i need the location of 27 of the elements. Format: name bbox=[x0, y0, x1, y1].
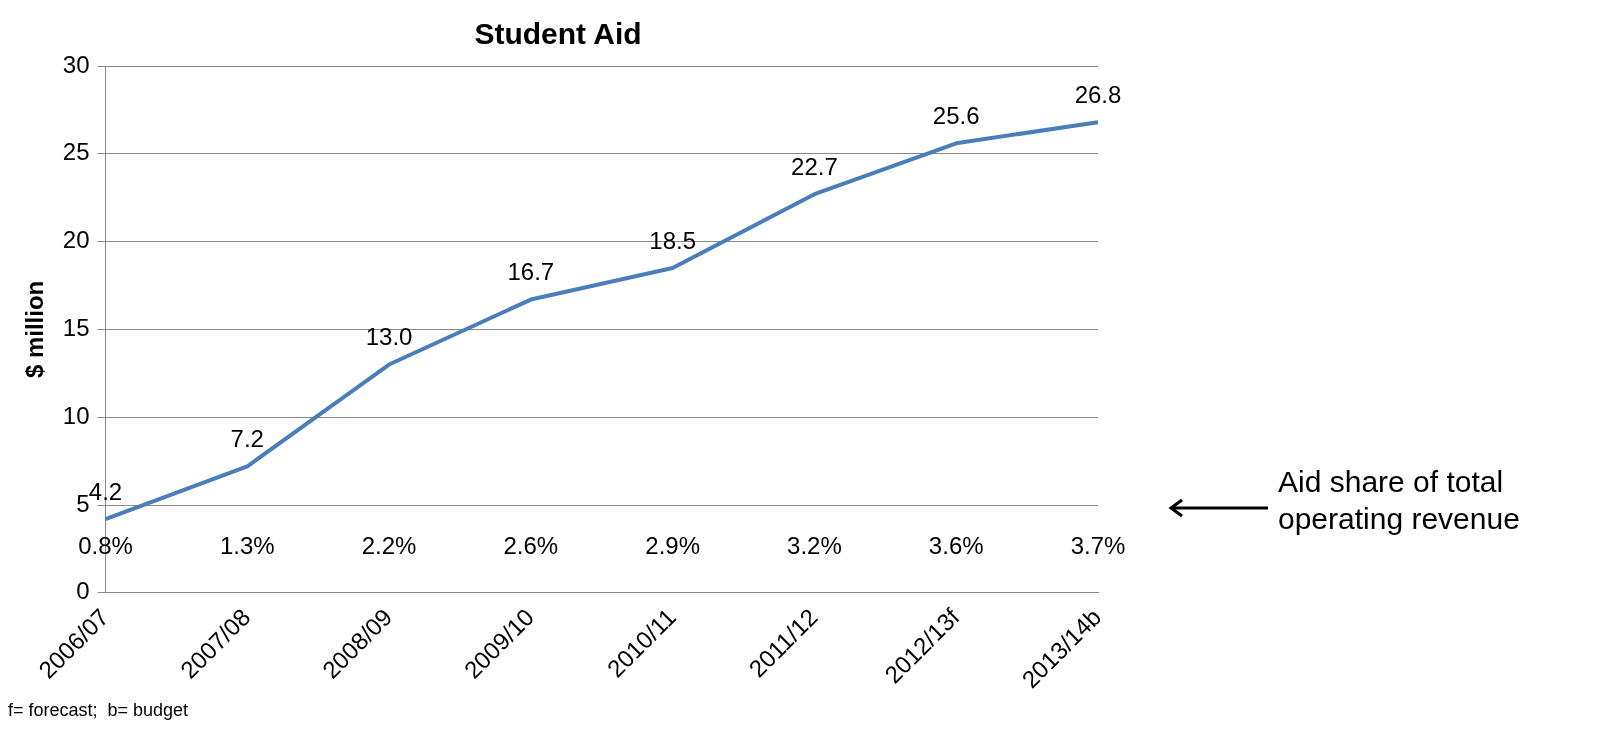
y-tick-label: 20 bbox=[62, 226, 90, 254]
data-label: 25.6 bbox=[932, 101, 980, 129]
chart-title: Student Aid bbox=[474, 17, 642, 51]
data-label: 4.2 bbox=[88, 477, 123, 505]
data-label: 13.0 bbox=[365, 323, 413, 351]
y-tick-label: 30 bbox=[62, 50, 90, 78]
y-tick-label: 25 bbox=[62, 138, 90, 166]
y-tick-label: 0 bbox=[76, 577, 90, 605]
y-tick-label: 10 bbox=[62, 401, 90, 429]
annotation: 3.2% bbox=[787, 532, 842, 560]
text: f= forecast; b= budget bbox=[8, 700, 189, 721]
annotation: 0.8% bbox=[78, 532, 133, 560]
annotation: 3.7% bbox=[1070, 532, 1126, 560]
annotation: 2.9% bbox=[645, 532, 700, 560]
annotation: 2.6% bbox=[503, 532, 559, 560]
data-label: 26.8 bbox=[1074, 80, 1122, 108]
data-label: 16.7 bbox=[507, 258, 555, 286]
y-tick-label: 15 bbox=[62, 314, 90, 342]
annotation: 3.6% bbox=[928, 532, 984, 560]
data-label: 22.7 bbox=[791, 152, 838, 180]
y-axis-title: $ million bbox=[21, 280, 49, 379]
y-tick-label: 5 bbox=[76, 489, 90, 517]
data-label: 18.5 bbox=[649, 226, 696, 254]
text: Aid share of total operating revenue bbox=[1278, 464, 1521, 537]
annotation: 1.3% bbox=[219, 532, 275, 560]
data-label: 7.2 bbox=[230, 425, 264, 453]
annotation: 2.2% bbox=[361, 532, 417, 560]
